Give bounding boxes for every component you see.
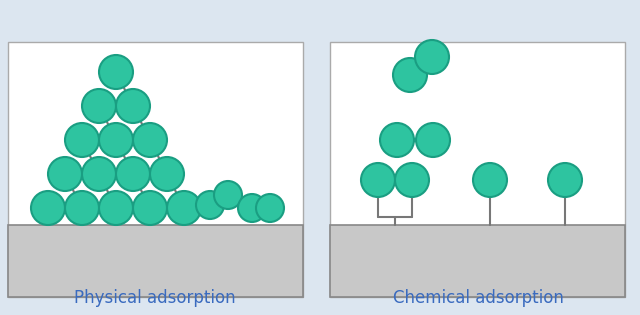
Circle shape — [548, 163, 582, 197]
Circle shape — [99, 123, 133, 157]
Circle shape — [150, 157, 184, 191]
Bar — [8, 42, 303, 297]
Circle shape — [99, 55, 133, 89]
Circle shape — [393, 58, 427, 92]
Circle shape — [65, 191, 99, 225]
Circle shape — [361, 163, 395, 197]
Circle shape — [167, 191, 201, 225]
Circle shape — [416, 123, 450, 157]
Circle shape — [214, 181, 242, 209]
Circle shape — [82, 157, 116, 191]
Text: Physical adsorption: Physical adsorption — [74, 289, 236, 307]
Circle shape — [415, 40, 449, 74]
Bar — [8, 225, 303, 297]
Circle shape — [133, 123, 167, 157]
Circle shape — [48, 157, 82, 191]
Circle shape — [238, 194, 266, 222]
Circle shape — [133, 191, 167, 225]
Circle shape — [116, 157, 150, 191]
Circle shape — [31, 191, 65, 225]
Circle shape — [473, 163, 507, 197]
Text: Chemical adsorption: Chemical adsorption — [392, 289, 563, 307]
Circle shape — [380, 123, 414, 157]
Bar — [330, 225, 625, 297]
Circle shape — [99, 191, 133, 225]
Circle shape — [196, 191, 224, 219]
Circle shape — [116, 89, 150, 123]
Circle shape — [82, 89, 116, 123]
Circle shape — [395, 163, 429, 197]
Bar — [330, 42, 625, 297]
Circle shape — [256, 194, 284, 222]
Circle shape — [65, 123, 99, 157]
